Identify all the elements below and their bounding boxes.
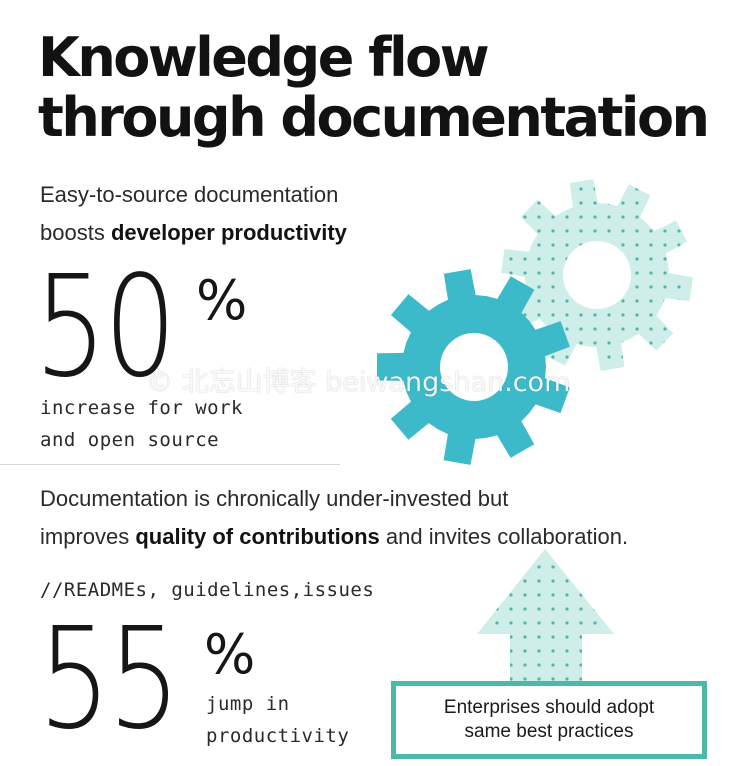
intro-text: Easy-to-source documentation boosts deve… [40,176,347,252]
solid-gear-icon [376,269,570,465]
callout-box: Enterprises should adopt same best pract… [391,681,707,759]
dotted-gear-icon [501,179,693,371]
body-line-2-prefix: improves [40,524,136,549]
stat-50-caption: increase for work and open source [40,392,243,456]
intro-line-1: Easy-to-source documentation [40,182,339,207]
callout-line-2: same best practices [464,721,634,742]
stat-50-value: 50 [34,246,177,409]
body-text: Documentation is chronically under-inves… [40,480,730,556]
dotted-gear-shape [501,179,693,371]
solid-gear-shape [376,269,570,465]
intro-line-2: boosts developer productivity [40,214,347,252]
callout-line-1: Enterprises should adopt [443,697,655,718]
stat-55-caption-line-1: jump in [206,693,290,715]
intro-highlight: developer productivity [110,220,347,245]
stat-55-percent: % [204,623,256,686]
stat-50-caption-line-2: and open source [40,429,220,451]
stat-55-value: 55 [38,598,181,761]
stat-55-caption: jump in productivity [206,688,349,752]
watermark: © 北忘山博客 beiwangshan.com [146,367,571,398]
title-line-1: Knowledge flow [38,26,490,89]
section-divider [0,464,340,465]
stat-55-caption-line-2: productivity [206,725,350,747]
title-line-2: through documentation [38,86,710,149]
page-title: Knowledge flow through documentation [38,26,710,149]
body-line-2: improves quality of contributions and in… [40,518,730,556]
tags-line: //READMEs, guidelines,issues [40,579,375,601]
up-arrow-icon [477,549,614,690]
body-line-1: Documentation is chronically under-inves… [40,486,509,511]
body-line-2-suffix: and invites collaboration. [379,524,629,549]
body-highlight: quality of contributions [135,524,380,549]
stat-50-percent: % [196,269,248,332]
stat-50-caption-line-1: increase for work [40,397,243,419]
intro-line-2-prefix: boosts [40,220,111,245]
